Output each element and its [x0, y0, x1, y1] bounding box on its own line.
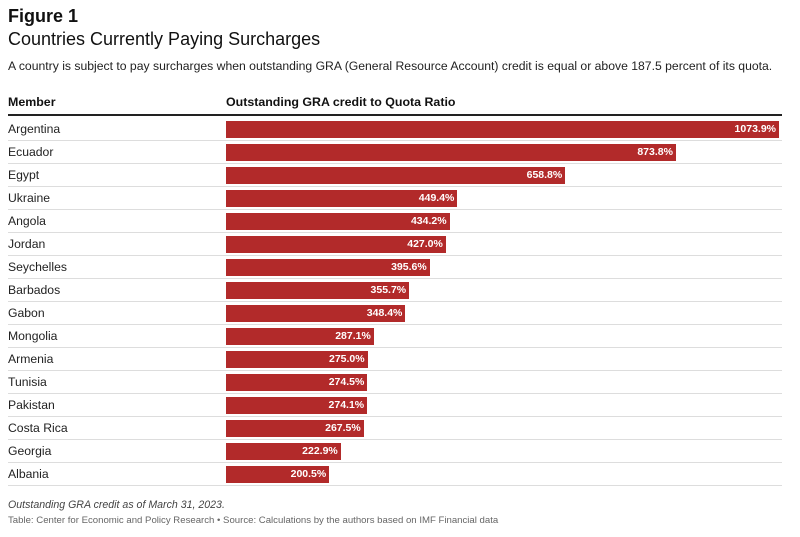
table-row: Armenia 275.0% — [8, 348, 782, 371]
bar-value-label: 200.5% — [290, 468, 327, 480]
member-name: Albania — [8, 467, 49, 481]
chart-source: Table: Center for Economic and Policy Re… — [8, 515, 499, 526]
bar-value-label: 274.5% — [328, 376, 365, 388]
table-row: Gabon 348.4% — [8, 302, 782, 325]
bar-value-label: 274.1% — [328, 399, 365, 411]
table-row: Barbados 355.7% — [8, 279, 782, 302]
bar-value-label: 355.7% — [370, 284, 407, 296]
member-name: Tunisia — [8, 375, 47, 389]
bar-value-label: 287.1% — [335, 330, 371, 342]
table-row: Georgia 222.9% — [8, 440, 782, 463]
bar: 1073.9% — [226, 121, 779, 138]
bar-value-label: 449.4% — [418, 192, 455, 204]
chart-title: Countries Currently Paying Surcharges — [8, 29, 321, 49]
member-name: Jordan — [8, 237, 46, 251]
bar: 658.8% — [226, 167, 566, 184]
table-row: Ecuador 873.8% — [8, 141, 782, 164]
bar: 275.0% — [226, 351, 368, 368]
column-header-member: Member — [8, 95, 56, 109]
bar: 287.1% — [226, 328, 374, 345]
member-name: Egypt — [8, 168, 40, 182]
bar: 267.5% — [226, 420, 364, 437]
bar-value-label: 275.0% — [328, 353, 365, 365]
member-name: Armenia — [8, 352, 54, 366]
chart-note: Outstanding GRA credit as of March 31, 2… — [8, 499, 225, 511]
bar-value-label: 267.5% — [325, 422, 361, 434]
bar: 200.5% — [226, 466, 330, 483]
column-header-ratio: Outstanding GRA credit to Quota Ratio — [226, 95, 456, 109]
table-row: Ukraine 449.4% — [8, 187, 782, 210]
bar-value-label: 873.8% — [637, 146, 673, 158]
member-name: Ukraine — [8, 191, 50, 205]
table-row: Egypt 658.8% — [8, 164, 782, 187]
chart-subtitle: A country is subject to pay surcharges w… — [8, 59, 773, 73]
member-name: Ecuador — [8, 145, 54, 159]
bar: 222.9% — [226, 443, 341, 460]
bar-value-label: 348.4% — [366, 307, 403, 319]
table-row: Tunisia 274.5% — [8, 371, 782, 394]
member-name: Angola — [8, 214, 46, 228]
bar-value-label: 658.8% — [526, 169, 563, 181]
bar: 274.5% — [226, 374, 368, 391]
member-name: Georgia — [8, 444, 52, 458]
table-row: Mongolia 287.1% — [8, 325, 782, 348]
table-row: Pakistan 274.1% — [8, 394, 782, 417]
bar: 873.8% — [226, 144, 676, 161]
bar: 427.0% — [226, 236, 446, 253]
header-divider — [8, 114, 782, 116]
table-row: Seychelles 395.6% — [8, 256, 782, 279]
figure-label: Figure 1 — [8, 6, 79, 26]
bar: 434.2% — [226, 213, 450, 230]
bar-value-label: 222.9% — [302, 445, 338, 457]
bar: 395.6% — [226, 259, 430, 276]
member-name: Pakistan — [8, 398, 55, 412]
bar: 355.7% — [226, 282, 410, 299]
table-row: Albania 200.5% — [8, 463, 782, 486]
bar: 348.4% — [226, 305, 406, 322]
bar-value-label: 427.0% — [407, 238, 443, 250]
bar-value-label: 434.2% — [410, 215, 447, 227]
bar: 449.4% — [226, 190, 458, 207]
bar-value-label: 395.6% — [391, 261, 427, 273]
table-row: Angola 434.2% — [8, 210, 782, 233]
member-name: Argentina — [8, 122, 61, 136]
member-name: Gabon — [8, 306, 45, 320]
bar: 274.1% — [226, 397, 368, 414]
bar-value-label: 1073.9% — [734, 123, 776, 135]
table-row: Argentina 1073.9% — [8, 118, 782, 141]
table-row: Costa Rica 267.5% — [8, 417, 782, 440]
member-name: Costa Rica — [8, 421, 68, 435]
member-name: Mongolia — [8, 329, 58, 343]
member-name: Barbados — [8, 283, 61, 297]
member-name: Seychelles — [8, 260, 67, 274]
table-row: Jordan 427.0% — [8, 233, 782, 256]
